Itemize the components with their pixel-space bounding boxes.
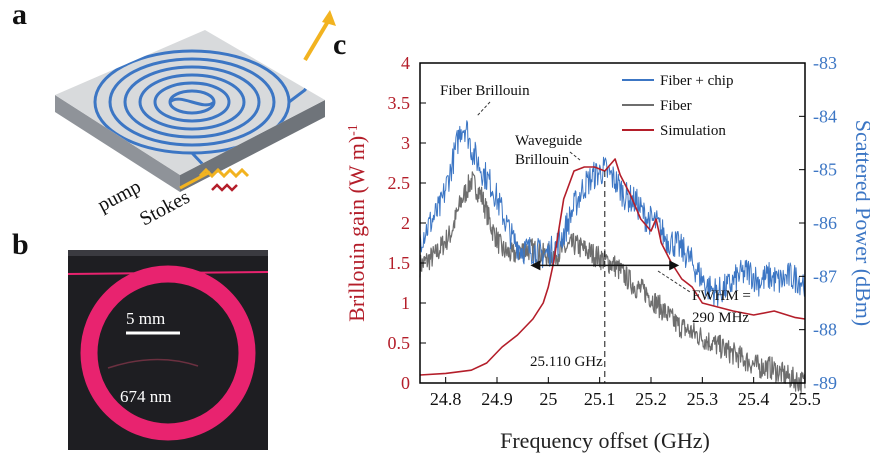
left-y-axis: 0 0.5 1 1.5 2 2.5 3 3.5 4: [388, 53, 426, 393]
annotation-fiber-brillouin: Fiber Brillouin: [440, 83, 530, 99]
right-y-tick-label: -87: [813, 266, 837, 286]
x-tick-label: 24.8: [430, 389, 462, 409]
panel-letter-a: a: [12, 0, 27, 31]
stokes-wave-icon: [211, 183, 238, 192]
x-tick-label: 25.3: [687, 389, 719, 409]
stokes-label: Stokes: [136, 186, 194, 230]
output-arrow-head: [322, 10, 336, 26]
left-y-tick-label: 2: [401, 213, 410, 233]
right-y-axis: -89 -88 -87 -86 -85 -84 -83: [799, 53, 837, 393]
series-fiber: [419, 171, 806, 394]
brillouin-spectrum-chart: 24.8 24.9 25 25.1 25.2 25.3 25.4 25.5 0 0.5 1 1.5 2…: [344, 53, 870, 453]
chip-front-side: [180, 100, 325, 192]
annotation-brillouin: Brillouin: [515, 152, 570, 168]
annotation-fwhm-line1: FWHM =: [692, 288, 751, 304]
x-axis: 24.8 24.9 25 25.1 25.2 25.3 25.4 25.5: [430, 377, 821, 409]
x-tick-label: 25.5: [789, 389, 821, 409]
x-tick-label: 25: [539, 389, 557, 409]
left-y-tick-label: 0.5: [388, 333, 411, 353]
x-tick-label: 25.4: [738, 389, 770, 409]
left-y-tick-label: 2.5: [388, 173, 411, 193]
fwhm-arrow-right-head: [669, 260, 680, 271]
panel-letter-c: c: [333, 28, 347, 61]
right-y-tick-label: -88: [813, 320, 837, 340]
scale-bar-label: 5 mm: [126, 309, 165, 328]
left-y-tick-label: 3: [401, 133, 410, 153]
film-thickness-label: 674 nm: [120, 387, 171, 406]
annotation-waveguide: Waveguide: [515, 133, 582, 149]
right-y-tick-label: -89: [813, 373, 837, 393]
right-y-tick-label: -84: [813, 106, 837, 126]
left-y-tick-label: 3.5: [388, 93, 411, 113]
chip-left-side: [55, 95, 180, 192]
annotations: Fiber Brillouin Waveguide Brillouin FWHM…: [440, 83, 751, 383]
annotation-fwhm-line2: 290 MHz: [692, 310, 749, 326]
series-group: [419, 120, 806, 394]
series-simulation: [419, 158, 806, 376]
right-y-axis-title: Scattered Power (dBm): [851, 120, 870, 327]
series-fiber-chip: [419, 120, 806, 307]
pump-input-icon: [179, 170, 211, 190]
photo-background: [68, 250, 268, 450]
annotation-center-frequency: 25.110 GHz: [530, 354, 603, 370]
legend-label-simulation: Simulation: [660, 123, 726, 139]
legend: Fiber + chip Fiber Simulation: [622, 73, 733, 139]
left-y-tick-label: 4: [401, 53, 410, 73]
left-y-axis-title: Brillouin gain (W m)-1: [344, 124, 369, 322]
right-y-tick-label: -86: [813, 213, 837, 233]
ring-waveguide: [80, 265, 256, 441]
legend-label-fiber: Fiber: [660, 98, 692, 114]
ring-photo: 5 mm 674 nm: [68, 250, 268, 450]
output-arrow: [303, 16, 332, 62]
x-tick-label: 25.1: [584, 389, 616, 409]
left-y-tick-label: 1.5: [388, 253, 411, 273]
left-y-tick-label: 1: [401, 293, 410, 313]
right-y-tick-label: -83: [813, 53, 837, 73]
panel-letter-b: b: [12, 228, 29, 261]
spiral-chip-illustration: pump Stokes: [55, 10, 336, 230]
left-y-tick-label: 0: [401, 373, 410, 393]
x-axis-title: Frequency offset (GHz): [500, 428, 710, 453]
x-tick-label: 25.2: [635, 389, 667, 409]
legend-label-fiber-chip: Fiber + chip: [660, 73, 733, 89]
x-tick-label: 24.9: [481, 389, 513, 409]
fwhm-arrow-left-head: [530, 260, 541, 271]
right-y-tick-label: -85: [813, 160, 837, 180]
spiral-waveguide: [93, 49, 317, 175]
